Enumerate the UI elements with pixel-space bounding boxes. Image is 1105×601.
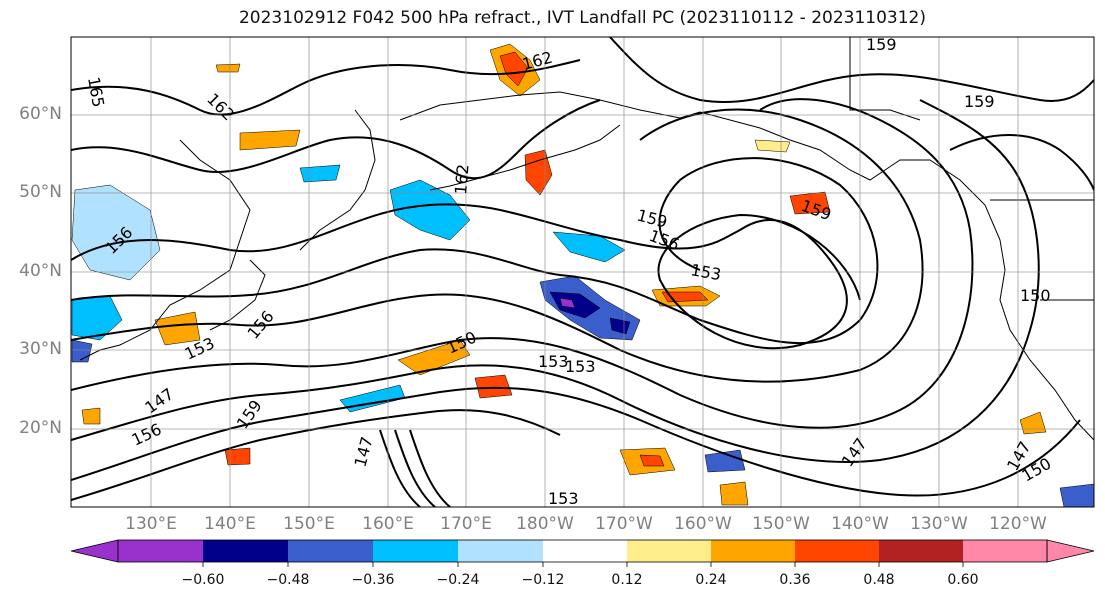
coastlines xyxy=(79,37,1094,441)
lon-label: 170°E xyxy=(440,514,492,534)
contour-line xyxy=(379,429,451,507)
colorbar-bin xyxy=(203,540,288,562)
contour-line xyxy=(71,157,879,345)
colorbar-bin xyxy=(711,540,795,562)
shade-blob xyxy=(639,454,665,467)
contours xyxy=(71,37,1094,507)
contour-label: 159 xyxy=(964,92,995,111)
colorbar-bin xyxy=(627,540,711,562)
shade-blob xyxy=(1059,483,1094,507)
coastline-aleutians xyxy=(429,124,621,191)
map-frame xyxy=(70,36,1095,508)
contour-label: 159 xyxy=(866,35,897,54)
contour-line xyxy=(71,98,974,429)
lon-label: 170°W xyxy=(595,514,653,534)
lat-label: 30°N xyxy=(19,339,62,359)
shade-blob xyxy=(224,447,251,466)
coastline-asia xyxy=(79,139,251,361)
shade-blob xyxy=(71,184,161,281)
contour-label: 153 xyxy=(565,357,596,376)
contour-line xyxy=(71,108,924,383)
shade-blob xyxy=(215,63,241,73)
coastline-kamchatka xyxy=(299,109,376,251)
shade-blob xyxy=(609,317,631,335)
shade-blob xyxy=(389,179,471,241)
lon-label: 150°W xyxy=(752,514,810,534)
lat-label: 50°N xyxy=(19,182,62,202)
contour-label: 153 xyxy=(538,352,569,371)
contour-line xyxy=(71,386,1081,497)
shade-blob xyxy=(754,139,791,153)
shade-blob xyxy=(559,297,576,309)
shade-blob xyxy=(719,481,749,506)
colorbar-bin xyxy=(963,540,1047,562)
lat-label: 40°N xyxy=(19,261,62,281)
lon-label: 180°W xyxy=(516,514,574,534)
lat-label: 60°N xyxy=(19,104,62,124)
shade-blob xyxy=(499,51,529,87)
lon-label: 130°E xyxy=(125,514,177,534)
colorbar-tick-label: −0.48 xyxy=(266,572,310,588)
lon-label: 160°W xyxy=(674,514,732,534)
coastline-alaska xyxy=(399,91,1001,241)
lon-label: 140°W xyxy=(831,514,889,534)
lon-label: 130°W xyxy=(910,514,968,534)
shade-blob xyxy=(397,339,471,376)
contour-line xyxy=(71,203,861,350)
shade-blob xyxy=(154,311,201,346)
colorbar-tick-label: −0.60 xyxy=(181,572,225,588)
lon-label: 120°W xyxy=(989,514,1047,534)
contour-label: 153 xyxy=(548,489,579,508)
colorbar-bin xyxy=(879,540,963,562)
colorbar-tick-label: 0.48 xyxy=(863,572,895,588)
colorbar-bin xyxy=(543,540,627,562)
shade-blob xyxy=(704,449,746,473)
graticule xyxy=(71,37,1094,507)
colorbar-bin xyxy=(118,540,203,562)
colorbar-extend-max xyxy=(1046,539,1095,563)
map-title: 2023102912 F042 500 hPa refract., IVT La… xyxy=(238,8,926,28)
colorbar xyxy=(70,539,1095,567)
shade-blob xyxy=(239,129,301,151)
lon-label: 140°E xyxy=(204,514,256,534)
contour-line xyxy=(71,59,581,116)
colorbar-bin xyxy=(795,540,879,562)
contour-line xyxy=(71,99,1040,463)
lon-label: 150°E xyxy=(283,514,335,534)
colorbar-tick-label: −0.24 xyxy=(436,572,480,588)
colorbar-bin xyxy=(458,540,543,562)
lat-label: 20°N xyxy=(19,418,62,438)
shade-blob xyxy=(299,164,341,183)
shade-blob xyxy=(552,231,626,263)
colorbar-tick-label: −0.36 xyxy=(351,572,395,588)
contour-line xyxy=(949,134,1094,191)
lon-label: 160°E xyxy=(362,514,414,534)
coastline-north-america xyxy=(999,239,1094,441)
colorbar-tick-label: 0.36 xyxy=(779,572,811,588)
colorbar-frame xyxy=(117,539,1048,563)
colorbar-extend-min xyxy=(70,539,119,563)
colorbar-tick-label: 0.60 xyxy=(947,572,979,588)
contour-label: 162 xyxy=(451,163,473,195)
contour-label: 150 xyxy=(1020,286,1051,305)
contour-line xyxy=(71,99,601,180)
colorbar-bin xyxy=(373,540,458,562)
colorbar-bin xyxy=(288,540,373,562)
shade-blob xyxy=(474,374,513,399)
colorbar-tick-label: 0.24 xyxy=(695,572,727,588)
colorbar-tick-label: 0.12 xyxy=(611,572,643,588)
shade-blob xyxy=(81,407,101,425)
colorbar-tick-label: −0.12 xyxy=(521,572,565,588)
